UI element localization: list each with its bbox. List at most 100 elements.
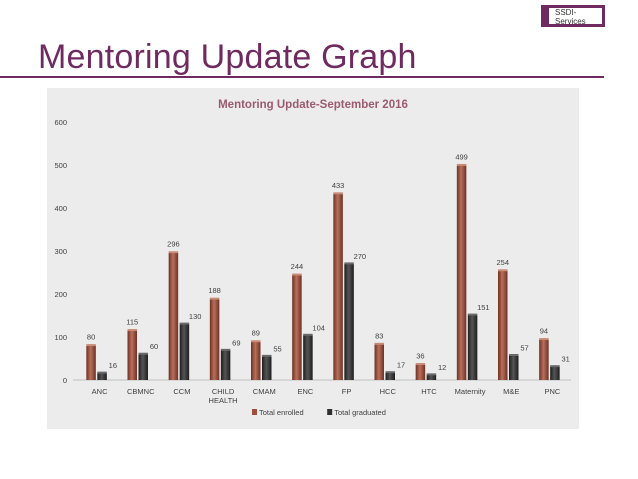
ssdi-services-badge: SSDI- Services bbox=[541, 5, 605, 27]
x-tick-label: ANC bbox=[92, 387, 108, 396]
x-tick-label: CMAM bbox=[253, 387, 276, 396]
data-label: 60 bbox=[150, 342, 158, 351]
y-tick-label: 400 bbox=[54, 204, 67, 213]
data-label: 94 bbox=[540, 327, 548, 336]
bar-total-graduated bbox=[220, 350, 231, 380]
bar-cap bbox=[86, 344, 96, 347]
bar-total-graduated bbox=[344, 263, 354, 380]
data-label: 31 bbox=[561, 355, 569, 364]
bar-cap bbox=[168, 251, 179, 254]
bar-total-enrolled bbox=[456, 165, 467, 380]
bar-cap bbox=[127, 329, 137, 332]
bar-total-graduated bbox=[303, 335, 313, 380]
data-label: 244 bbox=[291, 262, 304, 271]
bar-total-enrolled bbox=[168, 252, 179, 380]
x-tick-label: HCC bbox=[380, 387, 397, 396]
badge-text: SSDI- Services bbox=[549, 8, 602, 26]
y-axis: 0 100 200 300 400 500 600 bbox=[54, 118, 67, 385]
bar-cap bbox=[498, 269, 508, 272]
bar-total-graduated bbox=[426, 374, 437, 380]
legend-swatch-graduated bbox=[327, 409, 333, 415]
bar-cap bbox=[333, 192, 343, 195]
data-label: 55 bbox=[273, 344, 281, 353]
bar-chart: Mentoring Update-September 2016 0 100 200 3… bbox=[54, 99, 571, 417]
data-label: 83 bbox=[375, 331, 383, 340]
bar-total-enrolled bbox=[374, 344, 384, 380]
bar-total-graduated bbox=[385, 372, 395, 380]
chart-panel: Mentoring Update-September 2016 0 100 200 3… bbox=[47, 88, 579, 429]
bar-cap bbox=[374, 342, 384, 345]
bar-total-enrolled bbox=[209, 299, 220, 380]
data-label: 499 bbox=[455, 152, 468, 161]
bar-cap bbox=[509, 353, 519, 356]
legend-label: Total graduated bbox=[334, 408, 386, 417]
data-label: 115 bbox=[126, 318, 138, 327]
bar-cap bbox=[550, 365, 560, 368]
bar-total-enrolled bbox=[86, 345, 96, 380]
bar-cap bbox=[303, 333, 313, 336]
bar-total-enrolled bbox=[251, 341, 261, 380]
data-label: 36 bbox=[416, 352, 424, 361]
bar-cap bbox=[344, 262, 354, 265]
x-tick-label: CCM bbox=[173, 387, 190, 396]
x-tick-label: FP bbox=[342, 387, 352, 396]
data-label: 12 bbox=[438, 363, 446, 372]
x-tick-label: CHILD HEALTH bbox=[209, 387, 238, 405]
legend: Total enrolled Total graduated bbox=[252, 408, 386, 417]
x-tick-label: CBMNC bbox=[127, 387, 155, 396]
x-tick-label: ENC bbox=[297, 387, 313, 396]
bar-cap bbox=[262, 354, 272, 357]
data-label: 296 bbox=[167, 240, 180, 249]
x-axis: ANC CBMNC CCM CHILD HEALTH CMAM ENC FP HCC HTC Mat… bbox=[73, 379, 571, 405]
bar-total-graduated bbox=[179, 324, 190, 380]
data-label: 17 bbox=[397, 361, 405, 370]
legend-label: Total enrolled bbox=[259, 408, 304, 417]
bar-cap bbox=[138, 352, 148, 355]
bar-total-graduated bbox=[550, 366, 560, 380]
bar-cap bbox=[385, 371, 395, 374]
bar-total-enrolled bbox=[415, 364, 426, 380]
bar-total-enrolled bbox=[539, 339, 549, 380]
bar-total-enrolled bbox=[333, 193, 343, 380]
y-tick-label: 500 bbox=[54, 161, 67, 170]
data-label: 104 bbox=[312, 323, 325, 332]
bar-total-graduated bbox=[467, 315, 478, 380]
y-tick-label: 0 bbox=[63, 376, 67, 385]
data-label: 433 bbox=[332, 181, 345, 190]
data-label: 16 bbox=[109, 361, 117, 370]
bar-cap bbox=[209, 297, 220, 300]
data-label: 69 bbox=[232, 338, 240, 347]
bar-total-graduated bbox=[138, 354, 148, 380]
data-label: 130 bbox=[189, 312, 202, 321]
bar-cap bbox=[251, 340, 261, 343]
bar-cap bbox=[292, 273, 302, 276]
bar-cap bbox=[97, 371, 107, 374]
bar-cap bbox=[426, 373, 437, 376]
data-label: 254 bbox=[496, 258, 509, 267]
bar-cap bbox=[220, 348, 231, 351]
y-tick-label: 100 bbox=[54, 333, 67, 342]
y-tick-label: 600 bbox=[54, 118, 67, 127]
page-title: Mentoring Update Graph bbox=[38, 38, 417, 76]
bar-cap bbox=[179, 322, 190, 325]
bar-total-graduated bbox=[509, 355, 519, 380]
bar-total-enrolled bbox=[127, 330, 137, 380]
bars bbox=[86, 163, 560, 380]
x-tick-label: PNC bbox=[544, 387, 560, 396]
bar-cap bbox=[456, 163, 467, 166]
bar-cap bbox=[539, 338, 549, 341]
bar-total-enrolled bbox=[292, 275, 302, 380]
data-label: 151 bbox=[477, 303, 490, 312]
y-tick-label: 300 bbox=[54, 247, 67, 256]
x-tick-label: M&E bbox=[503, 387, 519, 396]
data-labels: 80 16 115 60 296 130 188 69 89 55 244 104 433 270 83 17… bbox=[87, 152, 570, 371]
bar-total-graduated bbox=[262, 356, 272, 380]
title-divider bbox=[0, 76, 604, 78]
x-tick-label: HTC bbox=[421, 387, 437, 396]
y-tick-label: 200 bbox=[54, 290, 67, 299]
bar-total-enrolled bbox=[498, 270, 508, 380]
bar-cap bbox=[467, 313, 478, 316]
data-label: 270 bbox=[354, 252, 367, 261]
data-label: 57 bbox=[520, 343, 528, 352]
legend-swatch-enrolled bbox=[252, 409, 257, 415]
